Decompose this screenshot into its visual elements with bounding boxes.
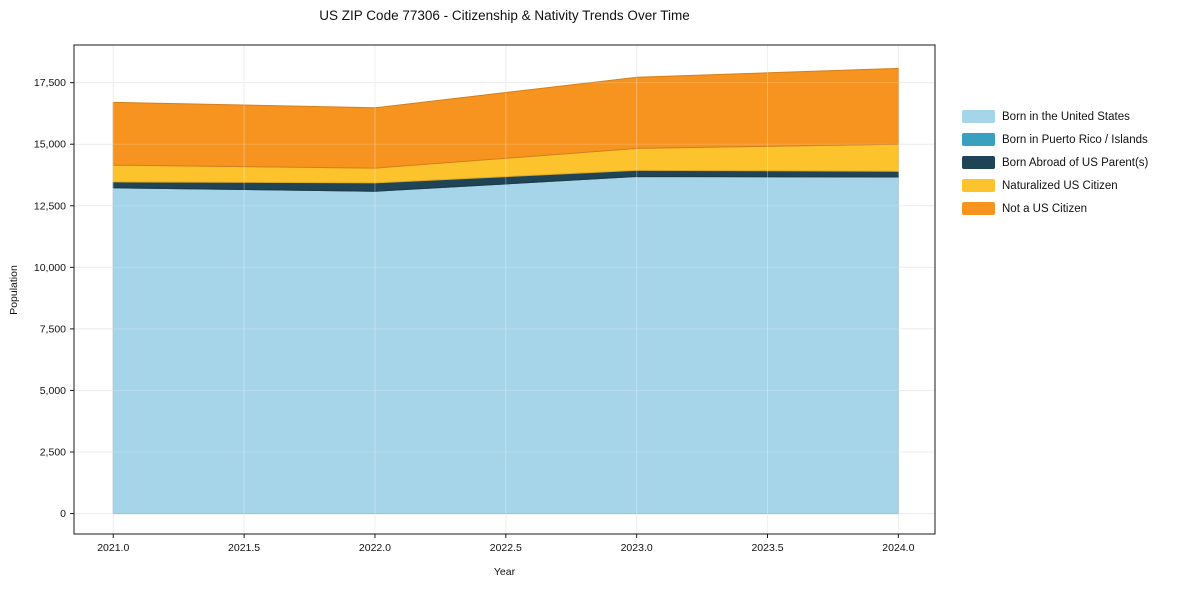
y-tick-label: 10,000 <box>34 262 66 274</box>
x-tick-label: 2023.5 <box>751 542 783 554</box>
legend-item-1: Born in Puerto Rico / Islands <box>962 128 1148 151</box>
plot-border <box>73 44 936 535</box>
legend-label: Naturalized US Citizen <box>1002 179 1118 192</box>
y-tick-label: 5,000 <box>40 385 66 397</box>
legend-swatch <box>962 133 995 146</box>
x-tick-label: 2022.0 <box>359 542 391 554</box>
legend-item-2: Born Abroad of US Parent(s) <box>962 151 1148 174</box>
legend-swatch <box>962 202 995 215</box>
y-tick-label: 15,000 <box>34 139 66 151</box>
y-tick-label: 2,500 <box>40 447 66 459</box>
legend-swatch <box>962 110 995 123</box>
legend-label: Born Abroad of US Parent(s) <box>1002 156 1149 169</box>
y-tick-label: 17,500 <box>34 77 66 89</box>
legend-item-3: Naturalized US Citizen <box>962 174 1148 197</box>
chart-title: US ZIP Code 77306 - Citizenship & Nativi… <box>319 8 690 23</box>
legend-label: Born in the United States <box>1002 110 1130 123</box>
y-tick-label: 7,500 <box>40 323 66 335</box>
x-tick-label: 2021.0 <box>97 542 129 554</box>
legend-swatch <box>962 179 995 192</box>
legend-item-0: Born in the United States <box>962 105 1148 128</box>
area-not-a-us-citizen <box>112 67 899 169</box>
legend: Born in the United States Born in Puerto … <box>962 105 1148 220</box>
x-tick-label: 2021.5 <box>228 542 260 554</box>
legend-label: Not a US Citizen <box>1002 202 1088 215</box>
x-tick-label: 2023.0 <box>621 542 653 554</box>
legend-label: Born in Puerto Rico / Islands <box>1002 133 1148 146</box>
legend-swatch <box>962 156 995 169</box>
y-axis-title: Population <box>8 265 20 315</box>
x-tick-label: 2022.5 <box>490 542 522 554</box>
x-axis-title: Year <box>493 566 516 578</box>
legend-item-4: Not a US Citizen <box>962 197 1148 220</box>
y-tick-label: 12,500 <box>34 200 66 212</box>
y-tick-label: 0 <box>60 508 66 520</box>
x-tick-label: 2024.0 <box>882 542 914 554</box>
